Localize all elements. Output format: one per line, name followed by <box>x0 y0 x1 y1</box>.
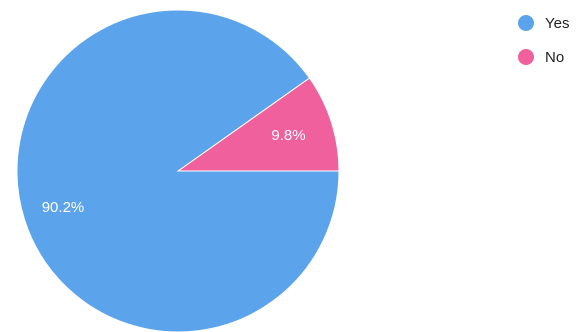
pie-slice-label-yes: 90.2% <box>42 199 85 216</box>
legend-label-yes: Yes <box>545 15 569 32</box>
pie-slice-labels: 9.8% 90.2% <box>42 127 306 216</box>
pie-slice-yes[interactable] <box>16 9 340 332</box>
legend: Yes No <box>518 15 569 66</box>
pie-slices <box>16 9 340 332</box>
pie-slice-no[interactable] <box>176 77 340 172</box>
legend-item-no[interactable]: No <box>518 49 564 66</box>
legend-swatch-no <box>518 49 534 65</box>
legend-swatch-yes <box>518 15 534 31</box>
pie-slice-label-no: 9.8% <box>271 127 305 144</box>
legend-item-yes[interactable]: Yes <box>518 15 569 32</box>
legend-label-no: No <box>545 49 564 66</box>
